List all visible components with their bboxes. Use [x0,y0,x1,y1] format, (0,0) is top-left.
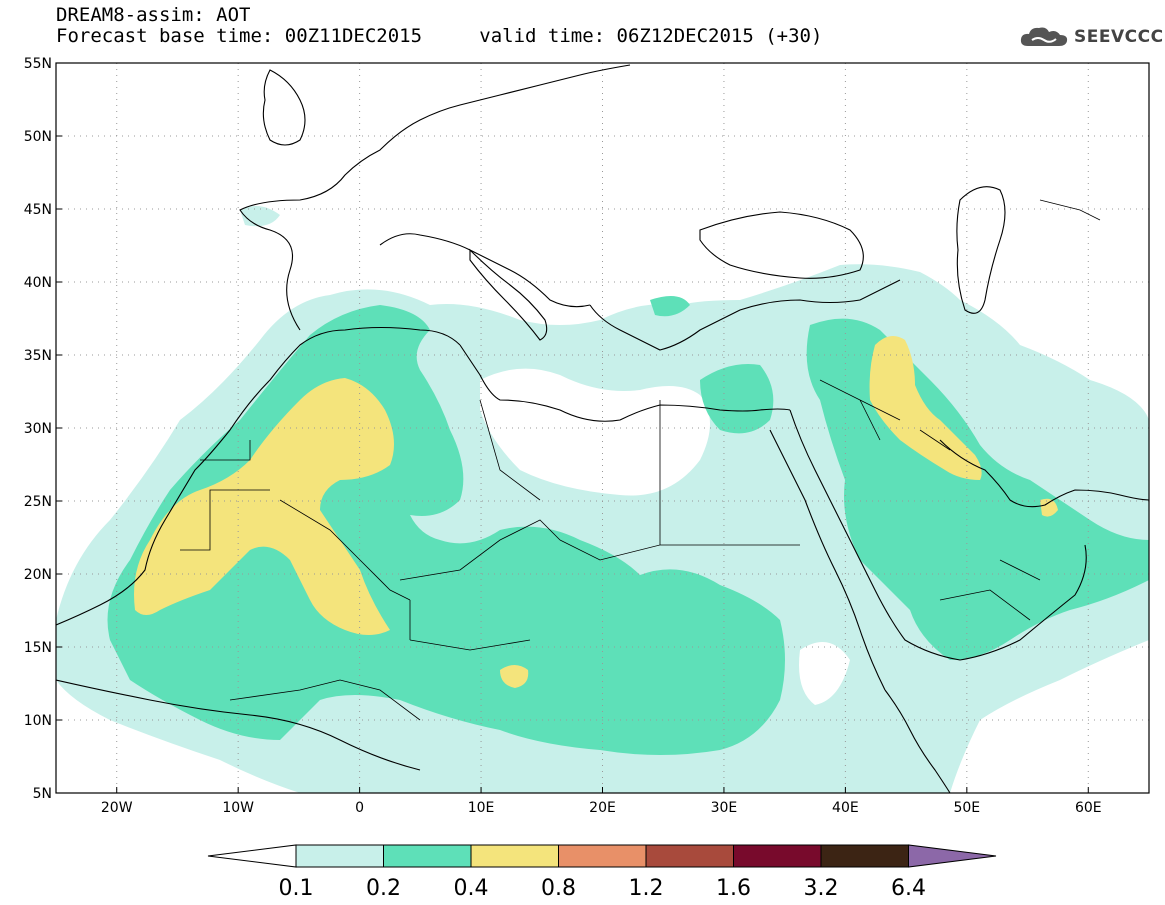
colorbar-label: 0.2 [366,876,401,901]
lat-label: 45N [24,202,52,218]
seevccc-logo: SEEVCCC [1018,24,1164,50]
lon-label: 40E [832,800,859,816]
colorbar: 0.1 0.2 0.4 0.8 1.2 1.6 3.2 6.4 [207,844,997,901]
lon-axis: 20W 10W 0 10E 20E 30E 40E 50E 60E [101,787,1102,816]
aot-fields [56,206,1149,793]
lat-label: 30N [24,421,52,437]
coastline-africa-north [459,344,791,422]
lat-label: 55N [24,56,52,72]
lat-label: 5N [33,786,52,802]
colorbar-label: 0.8 [541,876,576,901]
coastlines [56,64,1149,793]
colorbar-label: 3.2 [804,876,839,901]
lat-label: 25N [24,494,52,510]
lat-label: 50N [24,129,52,145]
valid-time: valid time: 06Z12DEC2015 (+30) [479,25,823,47]
colorbar-segment [295,844,384,868]
colorbar-segment [820,844,909,868]
lon-label: 50E [953,800,980,816]
coastline-africa-south [56,679,951,793]
lat-axis: 55N 50N 45N 40N 35N 30N 25N 20N 15N 10N 5N [24,56,62,802]
coastline-africa-west [56,326,461,626]
lat-lon-grid [56,63,1149,793]
lon-label: 0 [355,800,364,816]
coastline-uk [262,69,306,146]
lat-label: 10N [24,713,52,729]
lon-label: 60E [1075,800,1102,816]
colorbar-label: 1.6 [716,876,751,901]
lat-label: 40N [24,275,52,291]
logo-text: SEEVCCC [1074,27,1164,47]
colorbar-label: 1.2 [629,876,664,901]
coastline-italy [469,248,548,341]
colorbar-arrow-right [908,844,997,868]
lon-label: 30E [711,800,738,816]
country-borders [180,199,1101,721]
colorbar-segment [733,844,822,868]
cloud-icon [1020,27,1068,46]
lon-label: 20E [589,800,616,816]
colorbar-arrow-left [207,844,297,868]
lon-label: 20W [101,800,133,816]
map-title: DREAM8-assim: AOT [56,4,251,26]
coastline-gulf [939,439,1149,508]
coastline-caspian [956,186,1006,314]
coastline-black-sea [699,211,864,279]
colorbar-segment [470,844,559,868]
lat-label: 35N [24,348,52,364]
lat-label: 15N [24,640,52,656]
time-info: Forecast base time: 00Z11DEC2015 valid t… [56,26,822,46]
lon-label: 10W [222,800,254,816]
colorbar-segment [383,844,472,868]
colorbar-segment [645,844,734,868]
colorbar-segment [558,844,647,868]
coastline-red-sea [769,409,1087,691]
coastline-europe [239,64,901,351]
colorbar-label: 6.4 [891,876,926,901]
aot-gap [480,368,850,705]
colorbar-label: 0.1 [279,876,314,901]
lat-label: 20N [24,567,52,583]
forecast-base-time: Forecast base time: 00Z11DEC2015 [56,25,423,47]
colorbar-label: 0.4 [454,876,489,901]
lon-label: 10E [468,800,495,816]
aot-field-high [134,336,1058,688]
